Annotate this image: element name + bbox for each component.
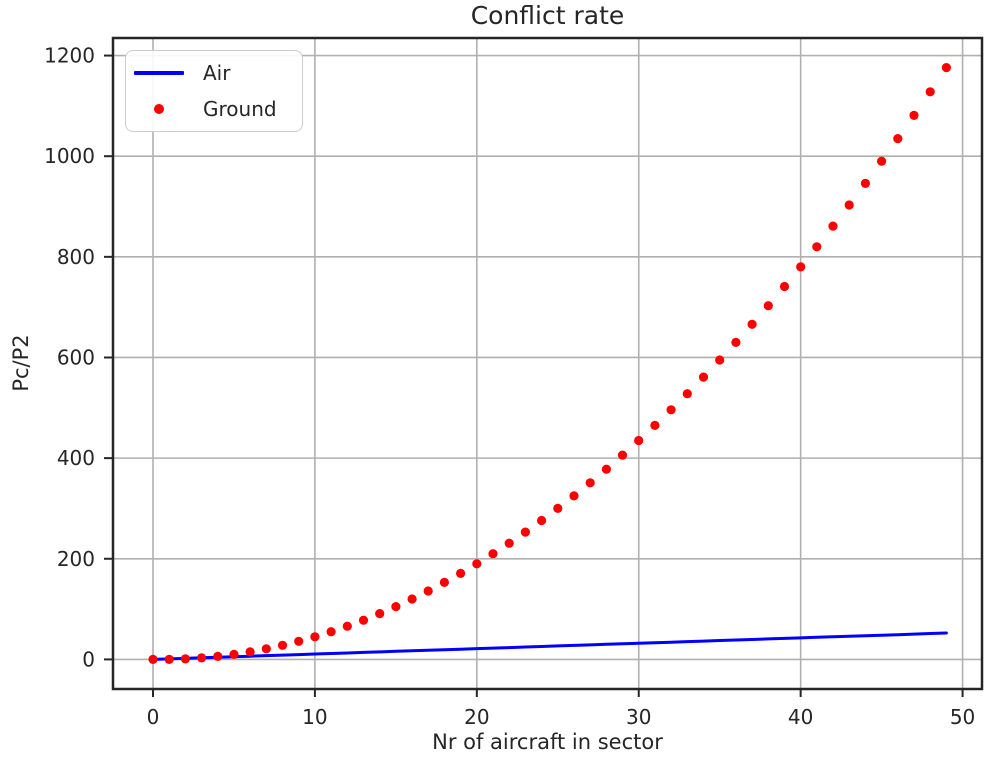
x-tick-label: 40 (788, 705, 813, 729)
axes-spines (111, 36, 984, 691)
y-tick-label: 0 (82, 647, 95, 671)
x-tick-label: 50 (950, 705, 975, 729)
ground-point (504, 538, 514, 548)
y-tick-label: 800 (57, 245, 95, 269)
ground-point (310, 632, 320, 642)
ground-point (326, 627, 336, 637)
ground-point (715, 355, 725, 365)
legend-label-ground: Ground (203, 97, 277, 121)
air-line-swatch (134, 71, 184, 75)
y-tick-label: 400 (57, 446, 95, 470)
ground-point (261, 644, 271, 654)
ground-point (747, 319, 757, 329)
ground-point (844, 200, 854, 210)
ground-point (342, 621, 352, 631)
legend-label-air: Air (203, 61, 231, 85)
legend: Air Ground (125, 50, 303, 132)
ground-point (375, 609, 385, 619)
ground-point (731, 337, 741, 347)
chart-title: Conflict rate (470, 1, 625, 30)
ground-point (456, 568, 466, 579)
ground-point (537, 515, 547, 526)
y-tick-label: 600 (57, 345, 95, 369)
ground-point (634, 435, 644, 446)
x-tick-label: 20 (464, 705, 489, 729)
x-axis-label: Nr of aircraft in sector (432, 730, 663, 754)
ground-point (812, 242, 822, 252)
ground-point (164, 654, 174, 665)
ground-point (148, 654, 158, 665)
air-swatch-cell (134, 71, 184, 75)
legend-item-air: Air (134, 55, 294, 91)
ground-point (601, 464, 612, 474)
ground-point (682, 389, 692, 399)
ground-point (617, 450, 628, 460)
ground-point (909, 110, 919, 120)
ground-point (294, 636, 304, 646)
y-tick-label: 200 (57, 547, 95, 571)
ground-point (698, 372, 709, 382)
ground-dot-swatch (154, 104, 164, 114)
ground-point (763, 301, 773, 311)
x-tick-label: 0 (147, 705, 160, 729)
ground-point (569, 491, 579, 501)
ground-point (796, 262, 806, 272)
ground-point (893, 134, 903, 144)
ground-point (180, 654, 190, 664)
ground-point (488, 549, 498, 559)
ground-point (650, 420, 660, 430)
y-tick-label: 1200 (44, 44, 95, 68)
ground-swatch-cell (134, 104, 184, 114)
ground-point (358, 615, 369, 625)
x-tick-label: 10 (302, 705, 327, 729)
ground-point (391, 602, 401, 612)
ground-point (779, 281, 790, 292)
ground-point (520, 527, 531, 537)
air-line (151, 631, 948, 661)
ground-point (941, 63, 952, 73)
ground-point (877, 156, 887, 166)
ground-point (925, 87, 935, 97)
ground-point (828, 221, 838, 231)
ground-point (472, 559, 482, 569)
ground-point (423, 586, 433, 596)
ground-point (666, 405, 676, 415)
ground-point (213, 651, 223, 662)
ground-point (229, 649, 239, 660)
ground-point (277, 640, 288, 650)
ground-point (407, 594, 417, 604)
x-tick-label: 30 (626, 705, 651, 729)
legend-item-ground: Ground (134, 91, 294, 127)
ground-point (585, 478, 595, 488)
ground-point (860, 178, 871, 188)
y-tick-label: 1000 (44, 144, 95, 168)
ground-point (245, 647, 255, 657)
ground-point (553, 503, 563, 513)
ground-point (197, 653, 207, 663)
ground-point (439, 577, 449, 588)
